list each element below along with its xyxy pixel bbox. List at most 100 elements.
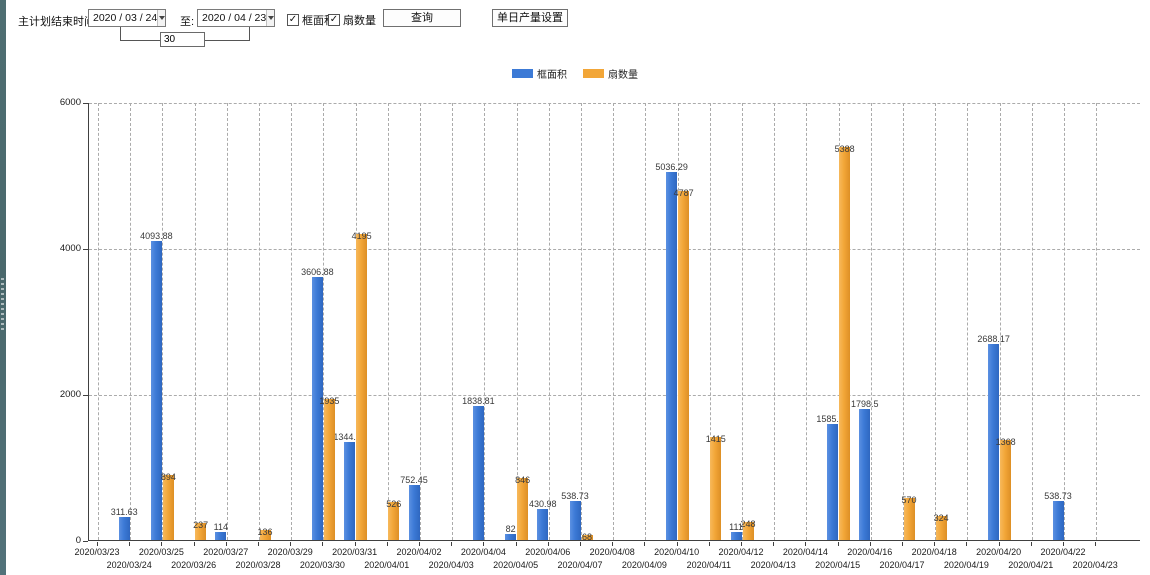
y-axis-tick-label: 0 [75,535,81,546]
bar-sash-count [1000,440,1012,540]
y-axis-tick [83,249,88,250]
bar-value-label: 324 [933,513,949,524]
chart-legend: 框面积 扇数量 [0,66,1150,81]
bar-sash-count [742,521,754,540]
bar-frame-area [505,534,517,540]
end-date-dropdown-button[interactable] [266,10,274,26]
gridline-vertical [903,103,904,540]
bar-value-label: 570 [901,495,917,506]
interval-days-input[interactable] [160,32,205,47]
x-axis-date-label: 2020/04/22 [1040,547,1086,557]
to-label: 至: [180,16,195,28]
x-axis-date-label: 2020/04/21 [1008,560,1054,570]
start-date-dropdown-button[interactable] [157,10,165,26]
x-axis-date-label: 2020/03/24 [106,560,152,570]
x-axis-tick [837,542,839,546]
x-axis-date-label: 2020/04/06 [525,547,571,557]
x-axis-date-label: 2020/04/10 [654,547,700,557]
query-button[interactable]: 查询 [383,9,461,27]
x-axis-date-label: 2020/04/17 [879,560,925,570]
bar-frame-area [569,500,581,540]
x-axis-date-label: 2020/04/14 [782,547,828,557]
start-date-value: 2020 / 03 / 24 [93,12,158,24]
bar-value-label: 1838.81 [462,395,495,406]
x-axis-date-label: 2020/04/16 [847,547,893,557]
x-axis-date-label: 2020/04/09 [621,560,667,570]
bar-sash-count [839,146,851,540]
bar-frame-area [344,441,356,540]
bracket-line-left [120,27,121,41]
bar-sash-count [678,190,690,540]
gridline-vertical [613,103,615,540]
bracket-line-right [249,27,250,41]
end-date-picker[interactable]: 2020 / 04 / 23 [197,9,275,27]
bar-frame-area [1052,500,1064,540]
bar-value-label: 1368 [995,437,1016,448]
gridline-vertical [98,103,99,540]
bar-value-label: 237 [193,519,209,530]
legend-label: 框面积 [537,70,567,81]
bar-value-label: 136 [257,527,273,538]
x-axis-tick [97,542,98,546]
checkbox-checked-icon[interactable]: ✓ [287,14,299,26]
x-axis-date-label: 2020/04/01 [364,560,410,570]
bar-sash-count [356,233,368,540]
gridline-vertical [1064,103,1065,540]
gridline-horizontal [89,103,1140,104]
x-axis-tick [1095,542,1097,546]
legend-item-frame-area: 框面积 [512,66,567,81]
bar-sash-count [323,398,335,540]
x-axis-tick [644,542,646,546]
end-date-value: 2020 / 04 / 23 [202,12,267,24]
bar-sash-count [581,535,593,540]
bar-value-label: 1798.5 [851,398,879,409]
bar-sash-count [195,522,207,540]
x-axis-date-label: 2020/03/30 [299,560,345,570]
bar-value-label: 752.45 [400,475,428,486]
x-axis-tick [1030,542,1032,546]
gridline-vertical [967,103,969,540]
bar-value-label: 1585.96 [816,414,849,425]
x-axis-date-label: 2020/04/13 [750,560,796,570]
gridline-vertical [806,103,808,540]
bar-value-label: 5036.29 [655,162,688,173]
bar-value-label: 1344.95 [333,431,366,442]
edge-panel-marking [1,278,4,330]
x-axis-tick [193,542,195,546]
checkbox-sash-count[interactable]: ✓ 扇数量 [328,12,376,28]
chevron-down-icon [267,16,274,20]
x-axis-tick [386,542,388,546]
bar-value-label: 538.73 [1044,490,1072,501]
bar-frame-area [988,343,1000,540]
bar-frame-area [859,408,871,540]
gridline-vertical [226,103,228,540]
chevron-down-icon [158,16,165,20]
bar-value-label: 311.63 [110,507,138,518]
bar-value-label: 248 [740,518,756,529]
x-axis-date-label: 2020/04/11 [686,560,731,570]
x-axis-date-label: 2020/03/31 [332,547,378,557]
x-axis-tick [129,542,131,546]
y-axis-tick [83,541,88,542]
bar-value-label: 894 [160,471,176,482]
x-axis-tick [1063,542,1064,546]
y-axis-tick-label: 4000 [59,243,81,254]
y-axis-tick [83,395,88,396]
daily-output-settings-button[interactable]: 单日产量设置 [492,9,568,27]
bar-frame-area [730,531,742,540]
start-date-picker[interactable]: 2020 / 03 / 24 [88,9,166,27]
bar-sash-count [259,530,271,540]
bar-value-label: 4787 [673,187,694,198]
x-axis-date-label: 2020/04/15 [815,560,861,570]
checkbox-checked-icon[interactable]: ✓ [328,14,340,26]
bar-frame-area [827,424,839,540]
checkbox-frame-area[interactable]: ✓ 框面积 [287,12,335,28]
bar-sash-count [935,516,947,540]
bar-sash-count [903,498,915,540]
x-axis-date-label: 2020/04/08 [589,547,635,557]
bar-sash-count [517,478,529,540]
x-axis-tick [354,542,356,546]
bar-value-label: 68 [581,532,593,543]
left-edge-panel[interactable] [0,0,6,575]
